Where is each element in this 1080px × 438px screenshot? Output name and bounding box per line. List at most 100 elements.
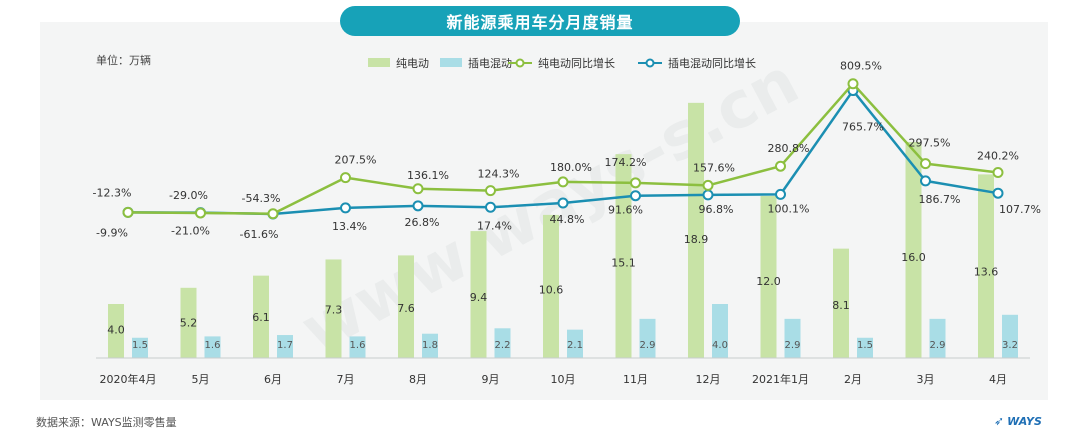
x-tick-label-5: 8月 [409,373,427,386]
bar-bev-label-8: 15.1 [611,256,636,269]
unit-label: 单位：万辆 [96,54,151,67]
bar-phev-7 [567,329,583,358]
bar-phev-label-7: 2.1 [567,340,583,351]
bar-phev-13 [1002,314,1018,358]
phev-growth-label-10: 100.1% [768,202,810,215]
legend-label-3: 纯电动同比增长 [538,56,615,70]
x-tick-label-11: 2月 [844,373,862,386]
bar-phev-label-11: 1.5 [857,340,873,351]
bev-growth-point-4 [340,172,351,184]
bar-bev-label-3: 6.1 [252,311,270,324]
phev-growth-point-12 [920,175,931,187]
bar-phev-label-3: 1.7 [277,340,293,351]
bar-phev-8 [639,318,656,358]
ways-logo-text: WAYS [1007,414,1042,428]
bar-phev-label-5: 1.8 [422,340,438,351]
bar-bev-label-10: 12.0 [756,275,781,288]
legend-label-2: 插电混动 [468,56,512,70]
bar-phev-9 [712,304,728,358]
legend-swatch-2 [440,58,462,67]
data-source-note: 数据来源：WAYS监测零售量 [36,416,177,429]
bar-bev-2 [180,287,197,358]
phev-growth-point-10 [775,188,786,200]
bar-phev-11 [857,337,873,358]
ways-logo-icon: ➶ [994,414,1005,428]
bar-bev-10 [760,196,777,358]
phev-growth-label-4: 13.4% [332,220,367,233]
legend-label-1: 纯电动 [396,57,429,70]
x-tick-label-2: 5月 [192,373,210,386]
bev-growth-label-6: 124.3% [478,168,520,181]
phev-growth-label-6: 17.4% [477,219,512,232]
bev-growth-point-11 [847,78,859,90]
bar-bev-label-4: 7.3 [325,304,343,317]
bev-growth-point-1 [122,206,134,218]
legend-marker-4 [645,58,655,68]
bar-bev-label-9: 18.9 [684,233,709,246]
bev-growth-point-9 [702,179,714,191]
bev-growth-point-12 [920,158,931,170]
bar-bev-9 [688,102,704,358]
bar-bev-5 [398,255,414,358]
bev-growth-label-8: 174.2% [605,156,647,169]
bar-phev-3 [277,335,293,358]
legend-swatch-1 [368,58,390,67]
phev-growth-label-12: 186.7% [919,193,961,206]
bar-phev-label-9: 4.0 [712,340,728,351]
bar-bev-7 [543,214,559,358]
phev-growth-label-7: 44.8% [550,213,585,226]
bar-bev-label-1: 4.0 [107,324,125,337]
bar-bev-6 [470,231,487,358]
bev-growth-point-3 [267,208,279,220]
phev-growth-point-9 [702,189,714,201]
x-tick-label-12: 3月 [917,373,935,386]
phev-growth-point-5 [412,200,424,212]
bar-bev-label-13: 13.6 [974,265,999,278]
phev-growth-point-8 [630,190,641,202]
x-tick-label-3: 6月 [264,373,282,386]
bev-growth-label-5: 136.1% [407,169,449,182]
bar-phev-label-12: 2.9 [930,340,946,351]
bar-phev-4 [349,336,366,358]
phev-growth-point-7 [557,197,569,209]
bar-bev-label-11: 8.1 [832,299,850,312]
phev-growth-point-4 [340,202,351,214]
chart-title: 新能源乘用车分月度销量 [340,6,740,36]
phev-growth-label-13: 107.7% [999,203,1041,216]
phev-growth-label-3: -61.6% [240,228,279,241]
phev-growth-point-13 [992,187,1004,199]
bar-phev-label-6: 2.2 [495,340,511,351]
legend-label-4: 插电混动同比增长 [668,56,756,70]
x-tick-label-4: 7月 [337,373,355,386]
x-tick-label-7: 10月 [551,373,576,386]
x-tick-label-13: 4月 [989,373,1007,386]
bar-phev-label-4: 1.6 [350,340,366,351]
bev-growth-point-6 [485,185,496,197]
phev-growth-label-11: 765.7% [842,121,884,134]
bar-bev-13 [978,174,994,358]
bev-growth-point-7 [557,176,569,188]
bar-phev-label-8: 2.9 [640,340,656,351]
bar-phev-10 [784,318,801,358]
phev-growth-point-6 [485,201,496,213]
x-tick-label-1: 2020年4月 [100,372,157,386]
bev-growth-label-10: 280.8% [768,142,810,155]
phev-growth-label-5: 26.8% [405,216,440,229]
bar-phev-label-1: 1.5 [132,340,148,351]
x-tick-label-10: 2021年1月 [752,372,809,386]
bev-growth-label-12: 297.5% [909,137,951,150]
bar-bev-label-7: 10.6 [539,284,564,297]
phev-growth-label-8: 91.6% [608,204,643,217]
bar-bev-12 [905,142,922,358]
bar-phev-label-13: 3.2 [1002,340,1018,351]
bar-phev-5 [422,333,438,358]
bev-growth-label-4: 207.5% [335,154,377,167]
bev-growth-label-3: -54.3% [242,192,281,205]
bev-growth-label-7: 180.0% [550,161,592,174]
bar-bev-label-6: 9.4 [470,291,488,304]
bev-growth-point-5 [412,183,424,195]
bev-growth-point-8 [630,177,641,189]
x-tick-label-8: 11月 [623,373,648,386]
bar-phev-1 [132,337,148,358]
